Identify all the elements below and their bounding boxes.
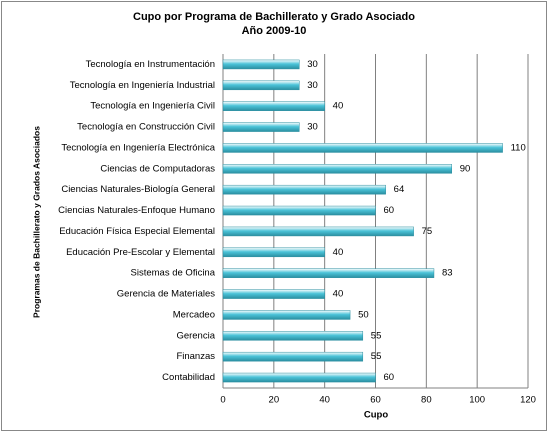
data-label: 40 xyxy=(333,247,344,258)
y-tick-label: Contabilidad xyxy=(162,372,215,383)
bar xyxy=(222,59,300,70)
x-tick-label: 60 xyxy=(370,395,381,406)
bar xyxy=(222,80,300,91)
data-label: 40 xyxy=(333,101,344,112)
y-axis-title: Programas de Bachillerato y Grados Asoci… xyxy=(31,126,41,318)
bar xyxy=(222,205,376,216)
bar xyxy=(222,226,414,237)
y-tick-label: Gerencia xyxy=(176,330,215,341)
y-tick-label: Educación Pre-Escolar y Elemental xyxy=(66,247,215,258)
data-label: 64 xyxy=(394,184,405,195)
bar xyxy=(222,247,325,258)
y-tick-label: Finanzas xyxy=(176,351,215,362)
x-tick-label: 80 xyxy=(421,395,432,406)
y-tick-label: Educación Física Especial Elemental xyxy=(59,226,215,237)
chart-subtitle: Año 2009-10 xyxy=(242,25,307,37)
bar xyxy=(222,268,435,278)
data-label: 83 xyxy=(442,268,453,279)
x-tick-label: 120 xyxy=(520,395,536,406)
bar xyxy=(222,184,386,195)
data-label: 90 xyxy=(460,163,471,174)
data-label: 75 xyxy=(422,226,433,237)
x-tick-label: 0 xyxy=(220,395,225,406)
y-tick-label: Mercadeo xyxy=(173,309,215,320)
bar xyxy=(222,101,325,111)
bar xyxy=(222,289,325,299)
bar xyxy=(222,310,351,320)
y-tick-label: Tecnología en Construcción Civil xyxy=(77,122,215,133)
bar xyxy=(222,143,503,153)
data-label: 55 xyxy=(371,330,382,341)
data-label: 60 xyxy=(384,205,395,216)
y-tick-label: Sistemas de Oficina xyxy=(131,268,216,279)
y-tick-label: Tecnología en Instrumentación xyxy=(86,59,215,70)
chart-title: Cupo por Programa de Bachillerato y Grad… xyxy=(133,11,415,23)
data-label: 60 xyxy=(384,372,395,383)
data-label: 55 xyxy=(371,351,382,362)
bar xyxy=(222,372,376,383)
data-label: 40 xyxy=(333,289,344,300)
data-label: 50 xyxy=(358,309,369,320)
y-tick-label: Ciencias Naturales-Enfoque Humano xyxy=(58,205,215,216)
data-label: 30 xyxy=(307,59,318,70)
data-label: 30 xyxy=(307,122,318,133)
y-tick-label: Tecnología en Ingeniería Industrial xyxy=(70,80,215,91)
y-tick-label: Ciencias Naturales-Biología General xyxy=(61,184,215,195)
x-tick-label: 100 xyxy=(469,395,485,406)
bar xyxy=(222,331,364,341)
y-tick-label: Tecnología en Ingeniería Electrónica xyxy=(61,142,215,153)
bar xyxy=(222,164,452,174)
y-tick-label: Tecnología en Ingeniería Civil xyxy=(90,101,215,112)
data-label: 110 xyxy=(511,142,526,153)
x-tick-label: 40 xyxy=(319,395,330,406)
y-tick-label: Ciencias de Computadoras xyxy=(100,163,215,174)
y-tick-label: Gerencia de Materiales xyxy=(117,289,215,300)
x-tick-label: 20 xyxy=(269,395,280,406)
bar xyxy=(222,122,300,132)
data-label: 30 xyxy=(307,80,318,91)
bar xyxy=(222,351,364,362)
x-axis-title: Cupo xyxy=(364,410,388,421)
